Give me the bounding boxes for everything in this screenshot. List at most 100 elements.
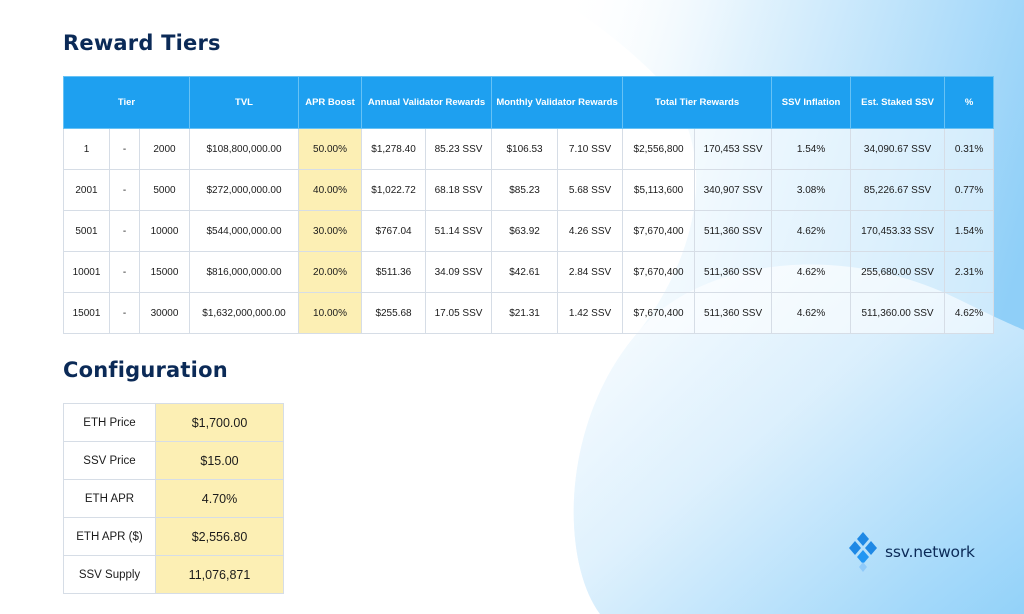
ssv-network-logo: ssv.network: [849, 532, 975, 572]
annual-usd-cell: $767.04: [361, 210, 427, 252]
monthly-usd-cell: $21.31: [491, 292, 559, 334]
header-tvl: TVL: [189, 76, 300, 129]
total-usd-cell: $7,670,400: [622, 251, 696, 293]
config-value: $1,700.00: [155, 403, 284, 442]
apr-boost-cell: 20.00%: [298, 251, 363, 293]
table-row: 5001 - 10000 $544,000,000.00 30.00% $767…: [63, 210, 995, 252]
config-label: ETH APR ($): [63, 517, 156, 556]
monthly-usd-cell: $106.53: [491, 128, 559, 170]
tier-dash: -: [109, 169, 140, 211]
staked-cell: 34,090.67 SSV: [850, 128, 946, 170]
configuration-table: ETH Price $1,700.00 SSV Price $15.00 ETH…: [63, 403, 284, 594]
monthly-ssv-cell: 7.10 SSV: [557, 128, 624, 170]
header-ssv-inflation: SSV Inflation: [771, 76, 852, 129]
tier-to: 10000: [138, 210, 191, 252]
staked-cell: 511,360.00 SSV: [850, 292, 946, 334]
config-row: ETH APR 4.70%: [63, 479, 284, 518]
staked-cell: 85,226.67 SSV: [850, 169, 946, 211]
annual-usd-cell: $1,022.72: [361, 169, 427, 211]
tier-from: 10001: [63, 251, 110, 293]
total-usd-cell: $2,556,800: [622, 128, 696, 170]
tvl-cell: $108,800,000.00: [189, 128, 300, 170]
annual-ssv-cell: 51.14 SSV: [425, 210, 493, 252]
inflation-cell: 4.62%: [771, 292, 852, 334]
configuration-title: Configuration: [63, 358, 228, 382]
annual-usd-cell: $255.68: [361, 292, 427, 334]
reward-tiers-table: Tier TVL APR Boost Annual Validator Rewa…: [62, 76, 995, 334]
monthly-ssv-cell: 2.84 SSV: [557, 251, 624, 293]
config-value: 11,076,871: [155, 555, 284, 594]
staked-cell: 170,453.33 SSV: [850, 210, 946, 252]
tier-to: 5000: [138, 169, 191, 211]
tier-from: 5001: [63, 210, 110, 252]
tier-to: 30000: [138, 292, 191, 334]
tier-from: 15001: [63, 292, 110, 334]
header-apr-boost: APR Boost: [298, 76, 363, 129]
percent-cell: 2.31%: [944, 251, 995, 293]
monthly-ssv-cell: 5.68 SSV: [557, 169, 624, 211]
apr-boost-cell: 50.00%: [298, 128, 363, 170]
monthly-ssv-cell: 1.42 SSV: [557, 292, 624, 334]
tier-dash: -: [109, 128, 140, 170]
config-label: SSV Supply: [63, 555, 156, 594]
annual-ssv-cell: 68.18 SSV: [425, 169, 493, 211]
total-usd-cell: $5,113,600: [622, 169, 696, 211]
percent-cell: 0.31%: [944, 128, 995, 170]
total-ssv-cell: 511,360 SSV: [694, 292, 773, 334]
ssv-diamond-logo-icon: [849, 532, 877, 572]
tier-dash: -: [109, 292, 140, 334]
tvl-cell: $816,000,000.00: [189, 251, 300, 293]
monthly-usd-cell: $63.92: [491, 210, 559, 252]
config-row: ETH APR ($) $2,556.80: [63, 517, 284, 556]
header-monthly-rewards: Monthly Validator Rewards: [491, 76, 624, 129]
monthly-usd-cell: $85.23: [491, 169, 559, 211]
total-usd-cell: $7,670,400: [622, 292, 696, 334]
annual-ssv-cell: 17.05 SSV: [425, 292, 493, 334]
annual-ssv-cell: 85.23 SSV: [425, 128, 493, 170]
header-total-rewards: Total Tier Rewards: [622, 76, 773, 129]
percent-cell: 1.54%: [944, 210, 995, 252]
percent-cell: 4.62%: [944, 292, 995, 334]
config-value: 4.70%: [155, 479, 284, 518]
annual-usd-cell: $1,278.40: [361, 128, 427, 170]
inflation-cell: 4.62%: [771, 251, 852, 293]
header-percent: %: [944, 76, 995, 129]
config-label: SSV Price: [63, 441, 156, 480]
reward-tiers-title: Reward Tiers: [63, 31, 221, 55]
config-label: ETH Price: [63, 403, 156, 442]
header-tier: Tier: [62, 76, 191, 129]
tier-dash: -: [109, 251, 140, 293]
apr-boost-cell: 30.00%: [298, 210, 363, 252]
config-row: SSV Supply 11,076,871: [63, 555, 284, 594]
config-row: ETH Price $1,700.00: [63, 403, 284, 442]
total-ssv-cell: 170,453 SSV: [694, 128, 773, 170]
annual-ssv-cell: 34.09 SSV: [425, 251, 493, 293]
table-row: 15001 - 30000 $1,632,000,000.00 10.00% $…: [63, 292, 995, 334]
apr-boost-cell: 40.00%: [298, 169, 363, 211]
apr-boost-cell: 10.00%: [298, 292, 363, 334]
inflation-cell: 1.54%: [771, 128, 852, 170]
table-header-row: Tier TVL APR Boost Annual Validator Rewa…: [62, 76, 995, 129]
tier-from: 2001: [63, 169, 110, 211]
config-row: SSV Price $15.00: [63, 441, 284, 480]
tier-from: 1: [63, 128, 110, 170]
staked-cell: 255,680.00 SSV: [850, 251, 946, 293]
total-usd-cell: $7,670,400: [622, 210, 696, 252]
inflation-cell: 4.62%: [771, 210, 852, 252]
tier-dash: -: [109, 210, 140, 252]
tier-to: 15000: [138, 251, 191, 293]
monthly-ssv-cell: 4.26 SSV: [557, 210, 624, 252]
total-ssv-cell: 340,907 SSV: [694, 169, 773, 211]
header-annual-rewards: Annual Validator Rewards: [361, 76, 493, 129]
percent-cell: 0.77%: [944, 169, 995, 211]
annual-usd-cell: $511.36: [361, 251, 427, 293]
total-ssv-cell: 511,360 SSV: [694, 210, 773, 252]
inflation-cell: 3.08%: [771, 169, 852, 211]
tvl-cell: $544,000,000.00: [189, 210, 300, 252]
config-label: ETH APR: [63, 479, 156, 518]
config-value: $2,556.80: [155, 517, 284, 556]
tvl-cell: $1,632,000,000.00: [189, 292, 300, 334]
table-row: 2001 - 5000 $272,000,000.00 40.00% $1,02…: [63, 169, 995, 211]
config-value: $15.00: [155, 441, 284, 480]
logo-text: ssv.network: [885, 543, 975, 561]
